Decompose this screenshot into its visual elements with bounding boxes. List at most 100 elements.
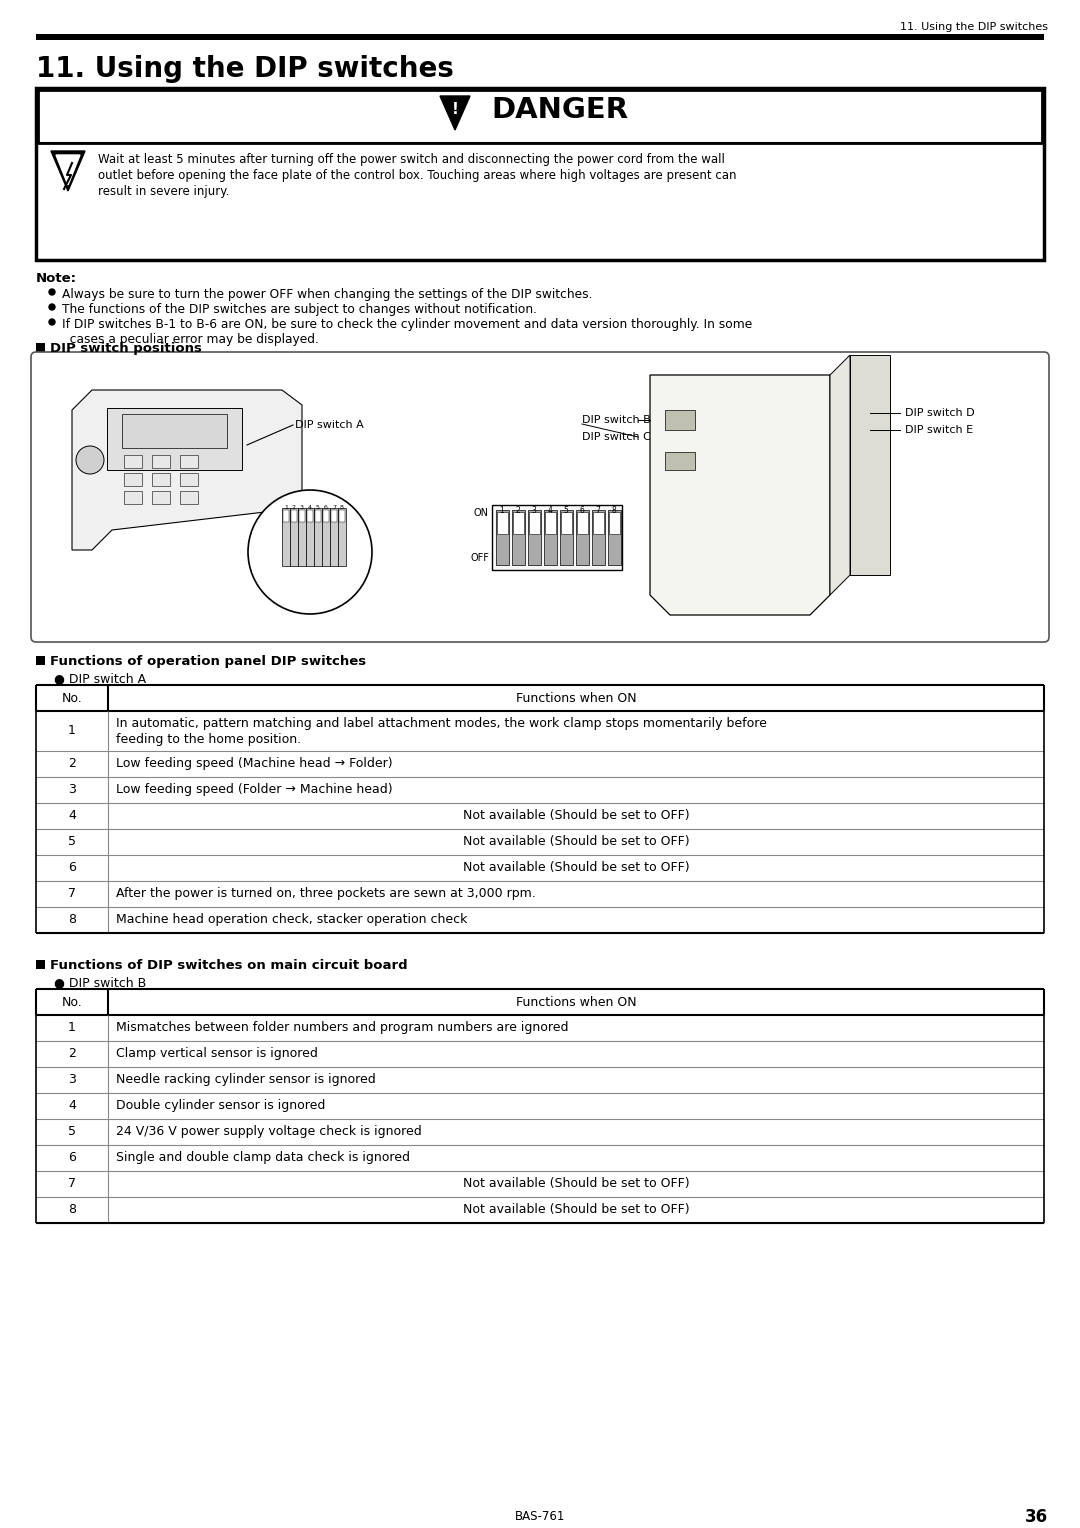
- Bar: [528, 510, 541, 565]
- Text: 11. Using the DIP switches: 11. Using the DIP switches: [36, 55, 454, 83]
- Bar: [609, 512, 620, 533]
- Text: Needle racking cylinder sensor is ignored: Needle racking cylinder sensor is ignore…: [116, 1073, 376, 1086]
- Text: Always be sure to turn the power OFF when changing the settings of the DIP switc: Always be sure to turn the power OFF whe…: [62, 287, 593, 301]
- Text: DIP switch E: DIP switch E: [905, 425, 973, 435]
- Text: 2: 2: [68, 1047, 76, 1060]
- Text: 11. Using the DIP switches: 11. Using the DIP switches: [900, 21, 1048, 32]
- Bar: [330, 507, 338, 565]
- Text: 4: 4: [548, 506, 553, 515]
- Bar: [291, 510, 297, 523]
- Bar: [513, 512, 524, 533]
- Bar: [299, 510, 305, 523]
- Text: 1: 1: [68, 724, 76, 736]
- Text: 7: 7: [68, 886, 76, 900]
- Text: Clamp vertical sensor is ignored: Clamp vertical sensor is ignored: [116, 1047, 318, 1060]
- Bar: [544, 510, 557, 565]
- Text: Functions of operation panel DIP switches: Functions of operation panel DIP switche…: [50, 656, 366, 668]
- Text: 36: 36: [1025, 1508, 1048, 1526]
- FancyBboxPatch shape: [31, 351, 1049, 642]
- Text: 2: 2: [292, 504, 296, 510]
- Text: OFF: OFF: [470, 553, 489, 562]
- Bar: [608, 510, 621, 565]
- Text: Functions of DIP switches on main circuit board: Functions of DIP switches on main circui…: [50, 960, 407, 972]
- Text: 5: 5: [68, 1125, 76, 1138]
- Text: 3: 3: [68, 782, 76, 796]
- Text: 6: 6: [580, 506, 584, 515]
- Circle shape: [248, 490, 372, 614]
- Text: 5: 5: [68, 834, 76, 848]
- Polygon shape: [72, 390, 302, 550]
- Text: 7: 7: [68, 1177, 76, 1190]
- Text: 3: 3: [68, 1073, 76, 1086]
- Bar: [322, 507, 330, 565]
- Polygon shape: [107, 408, 242, 471]
- Text: Machine head operation check, stacker operation check: Machine head operation check, stacker op…: [116, 914, 468, 926]
- Text: 5: 5: [564, 506, 568, 515]
- Text: 8: 8: [68, 1203, 76, 1216]
- Text: Not available (Should be set to OFF): Not available (Should be set to OFF): [462, 808, 689, 822]
- Text: DIP switch positions: DIP switch positions: [50, 342, 202, 354]
- Text: 24 V/36 V power supply voltage check is ignored: 24 V/36 V power supply voltage check is …: [116, 1125, 422, 1138]
- Polygon shape: [440, 96, 470, 130]
- Bar: [152, 474, 170, 486]
- Bar: [577, 512, 588, 533]
- Text: ● DIP switch B: ● DIP switch B: [54, 976, 146, 989]
- Bar: [307, 510, 313, 523]
- Text: 4: 4: [308, 504, 312, 510]
- Text: 6: 6: [68, 1151, 76, 1164]
- Bar: [124, 455, 141, 468]
- Bar: [36, 656, 45, 665]
- Bar: [665, 410, 696, 429]
- Text: 1: 1: [284, 504, 288, 510]
- Bar: [38, 90, 1042, 144]
- Text: result in severe injury.: result in severe injury.: [98, 185, 229, 199]
- Bar: [665, 452, 696, 471]
- Bar: [323, 510, 329, 523]
- Text: 7: 7: [595, 506, 600, 515]
- Bar: [592, 510, 605, 565]
- Text: !: !: [451, 102, 458, 118]
- Text: ● DIP switch A: ● DIP switch A: [54, 672, 146, 685]
- Bar: [36, 960, 45, 969]
- Text: Low feeding speed (Machine head → Folder): Low feeding speed (Machine head → Folder…: [116, 756, 393, 770]
- Bar: [298, 507, 306, 565]
- Text: cases a peculiar error may be displayed.: cases a peculiar error may be displayed.: [62, 333, 319, 345]
- Bar: [315, 510, 321, 523]
- Bar: [283, 510, 289, 523]
- Text: feeding to the home position.: feeding to the home position.: [116, 733, 301, 746]
- Polygon shape: [56, 154, 80, 185]
- Bar: [545, 512, 556, 533]
- Text: 8: 8: [68, 914, 76, 926]
- Bar: [291, 507, 298, 565]
- Text: 7: 7: [332, 504, 336, 510]
- Text: DIP switch A: DIP switch A: [295, 420, 364, 429]
- Bar: [561, 510, 573, 565]
- Bar: [306, 507, 314, 565]
- Text: DIP switch C: DIP switch C: [582, 432, 651, 442]
- Text: DIP switch B: DIP switch B: [582, 416, 651, 425]
- Text: Not available (Should be set to OFF): Not available (Should be set to OFF): [462, 834, 689, 848]
- Text: Low feeding speed (Folder → Machine head): Low feeding speed (Folder → Machine head…: [116, 782, 393, 796]
- Text: 4: 4: [68, 808, 76, 822]
- Text: 1: 1: [500, 506, 504, 515]
- Bar: [338, 507, 346, 565]
- Text: Double cylinder sensor is ignored: Double cylinder sensor is ignored: [116, 1099, 325, 1112]
- Bar: [180, 490, 198, 504]
- Text: ON: ON: [474, 507, 489, 518]
- Circle shape: [49, 304, 55, 310]
- Circle shape: [49, 289, 55, 295]
- Bar: [512, 510, 525, 565]
- Text: DIP switch D: DIP switch D: [905, 408, 974, 419]
- Bar: [496, 510, 509, 565]
- Text: 3: 3: [300, 504, 303, 510]
- Text: Wait at least 5 minutes after turning off the power switch and disconnecting the: Wait at least 5 minutes after turning of…: [98, 153, 725, 167]
- Text: 1: 1: [68, 1021, 76, 1034]
- Bar: [180, 474, 198, 486]
- Text: No.: No.: [62, 996, 82, 1008]
- Text: Note:: Note:: [36, 272, 77, 286]
- Polygon shape: [122, 414, 227, 448]
- Text: Functions when ON: Functions when ON: [515, 692, 636, 704]
- Text: 2: 2: [515, 506, 521, 515]
- Text: 8: 8: [340, 504, 343, 510]
- Text: The functions of the DIP switches are subject to changes without notification.: The functions of the DIP switches are su…: [62, 303, 537, 316]
